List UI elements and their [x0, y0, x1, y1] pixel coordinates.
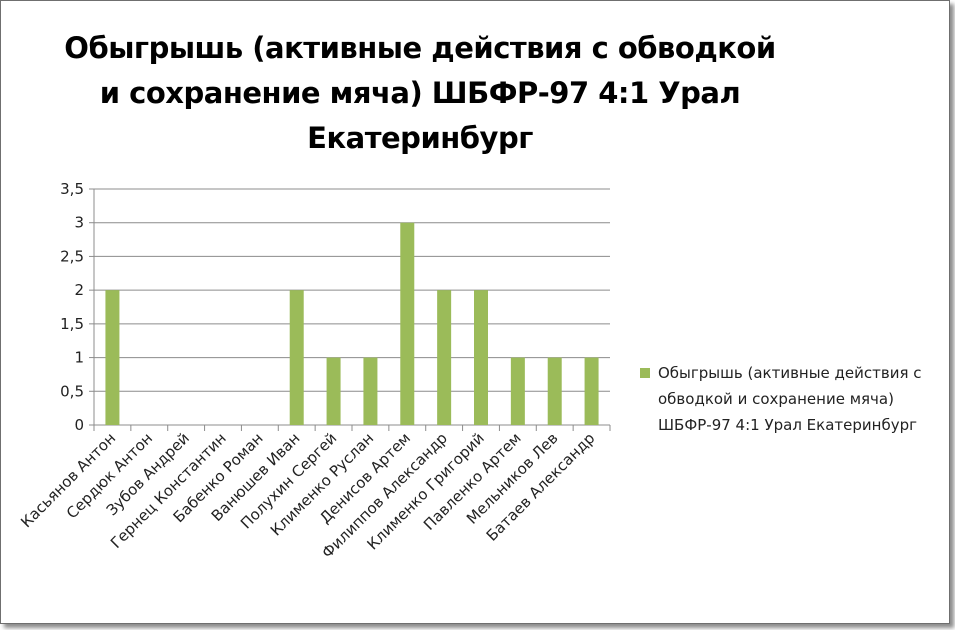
chart-title: Обыгрышь (активные действия с обводкой и… [64, 31, 776, 155]
legend-label: Обыгрышь (активные действия с обводкой и… [658, 364, 922, 434]
bar [510, 357, 525, 425]
bar [400, 222, 415, 425]
y-tick-label: 2,5 [60, 247, 84, 265]
bar [474, 290, 488, 425]
y-tick-label: 1 [74, 349, 84, 367]
y-tick-label: 3 [74, 214, 84, 232]
bar [289, 290, 304, 425]
legend-swatch [640, 368, 650, 378]
bar [584, 357, 599, 425]
y-tick-label: 0,5 [60, 382, 84, 400]
bar [326, 357, 341, 425]
y-tick-label: 1,5 [60, 315, 84, 333]
y-tick-label: 2 [74, 281, 84, 299]
bar [105, 290, 120, 425]
bar [437, 290, 452, 425]
y-tick-label: 3,5 [60, 180, 84, 198]
bar [363, 357, 378, 425]
legend: Обыгрышь (активные действия с обводкой и… [640, 360, 940, 438]
y-tick-label: 0 [74, 416, 84, 434]
bar [547, 357, 562, 425]
